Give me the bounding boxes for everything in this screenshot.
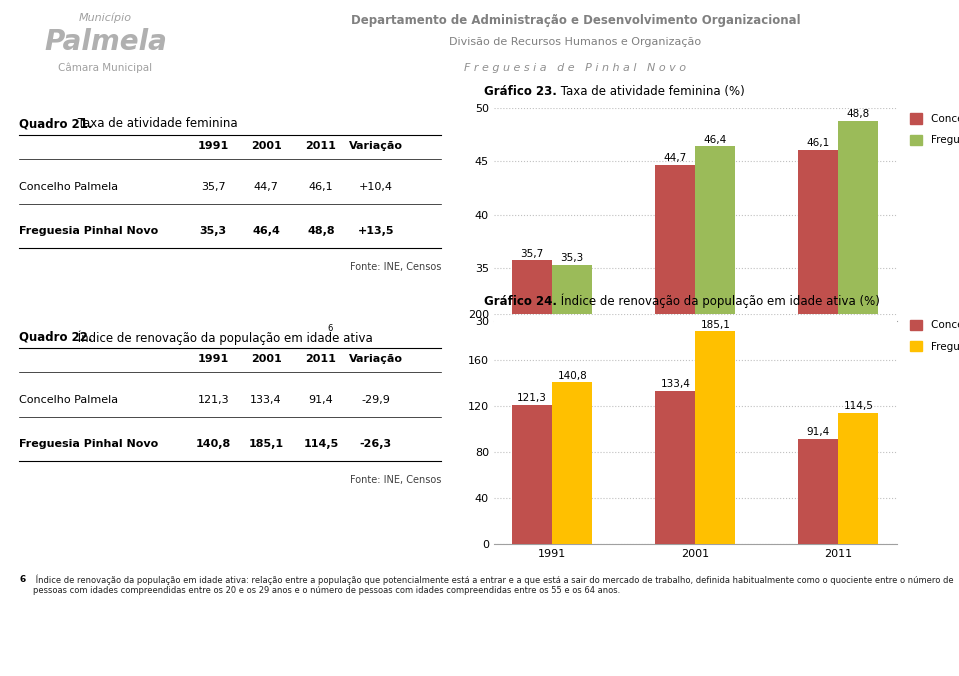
Text: Gráfico 24.: Gráfico 24. [484, 295, 557, 308]
Text: 2011: 2011 [306, 354, 337, 364]
Text: 46,1: 46,1 [807, 138, 830, 148]
Text: 2001: 2001 [250, 141, 281, 151]
Bar [838, 121, 878, 640]
Text: Fonte: INE, Censos: Fonte: INE, Censos [350, 475, 441, 485]
Text: 185,1: 185,1 [700, 320, 730, 330]
Text: F r e g u e s i a   d e   P i n h a l   N o v o: F r e g u e s i a d e P i n h a l N o v … [464, 63, 687, 73]
Text: Taxa de atividade feminina (%): Taxa de atividade feminina (%) [557, 85, 745, 98]
Text: Divisão de Recursos Humanos e Organização: Divisão de Recursos Humanos e Organizaçã… [450, 37, 701, 47]
Text: Índice de renovação da população em idade ativa: relação entre a população que p: Índice de renovação da população em idad… [33, 575, 953, 596]
Text: 48,8: 48,8 [847, 110, 870, 120]
Text: Câmara Municipal: Câmara Municipal [58, 62, 152, 73]
Text: 140,8: 140,8 [557, 370, 587, 381]
Text: Palmela: Palmela [44, 28, 167, 57]
Bar [798, 149, 838, 640]
Text: 133,4: 133,4 [250, 395, 282, 405]
Text: Taxa de atividade feminina: Taxa de atividade feminina [74, 117, 238, 130]
Text: 2011: 2011 [306, 141, 337, 151]
Text: 6: 6 [327, 324, 333, 333]
Bar [695, 147, 736, 640]
Bar [798, 439, 838, 544]
Text: 185,1: 185,1 [248, 439, 284, 449]
Text: 44,7: 44,7 [253, 183, 278, 192]
Text: Variação: Variação [349, 354, 403, 364]
Bar [552, 383, 593, 544]
Legend: Concelho Palmela, Freguesia Pinhal Novo: Concelho Palmela, Freguesia Pinhal Novo [910, 320, 959, 352]
Text: Concelho Palmela: Concelho Palmela [19, 183, 118, 192]
Text: 46,1: 46,1 [309, 183, 333, 192]
Text: Gráfico 23.: Gráfico 23. [484, 85, 557, 98]
Text: 35,3: 35,3 [561, 253, 584, 263]
Text: 35,3: 35,3 [199, 226, 227, 236]
Text: 91,4: 91,4 [807, 427, 830, 437]
Text: Índice de renovação da população em idade ativa: Índice de renovação da população em idad… [74, 330, 373, 345]
Text: Índice de renovação da população em idade ativa (%): Índice de renovação da população em idad… [557, 293, 880, 308]
Text: Quadro 22.: Quadro 22. [19, 330, 93, 343]
Text: +13,5: +13,5 [358, 226, 394, 236]
Text: Variação: Variação [349, 141, 403, 151]
Text: 1991: 1991 [198, 354, 229, 364]
Text: +10,4: +10,4 [359, 183, 393, 192]
Text: -29,9: -29,9 [362, 395, 390, 405]
Text: Departamento de Administração e Desenvolvimento Organizacional: Departamento de Administração e Desenvol… [351, 14, 800, 26]
Text: 35,7: 35,7 [521, 249, 544, 259]
Text: 6: 6 [19, 575, 26, 583]
Text: 140,8: 140,8 [196, 439, 231, 449]
Text: 133,4: 133,4 [661, 379, 690, 389]
Bar [655, 391, 695, 544]
Text: 121,3: 121,3 [198, 395, 229, 405]
Legend: Concelho Palmela, Freguesia Pinhal Novo: Concelho Palmela, Freguesia Pinhal Novo [910, 114, 959, 145]
Text: 91,4: 91,4 [309, 395, 334, 405]
Text: Quadro 21.: Quadro 21. [19, 117, 93, 130]
Text: 35,7: 35,7 [201, 183, 225, 192]
Text: 114,5: 114,5 [843, 401, 874, 411]
Text: 1991: 1991 [198, 141, 229, 151]
Text: Município: Município [79, 13, 132, 23]
Bar [695, 331, 736, 544]
Text: 121,3: 121,3 [517, 393, 548, 403]
Text: 46,4: 46,4 [252, 226, 280, 236]
Text: 46,4: 46,4 [704, 135, 727, 145]
Text: Fonte: INE, Censos: Fonte: INE, Censos [350, 262, 441, 272]
Text: 2001: 2001 [250, 354, 281, 364]
Bar [552, 265, 593, 640]
Bar [838, 412, 878, 544]
Text: Freguesia Pinhal Novo: Freguesia Pinhal Novo [19, 226, 158, 236]
Text: 114,5: 114,5 [303, 439, 339, 449]
Text: Concelho Palmela: Concelho Palmela [19, 395, 118, 405]
Text: 44,7: 44,7 [664, 153, 687, 163]
Bar [655, 164, 695, 640]
Bar [512, 405, 552, 544]
Text: 48,8: 48,8 [307, 226, 335, 236]
Text: Freguesia Pinhal Novo: Freguesia Pinhal Novo [19, 439, 158, 449]
Bar [512, 260, 552, 640]
Text: -26,3: -26,3 [360, 439, 392, 449]
